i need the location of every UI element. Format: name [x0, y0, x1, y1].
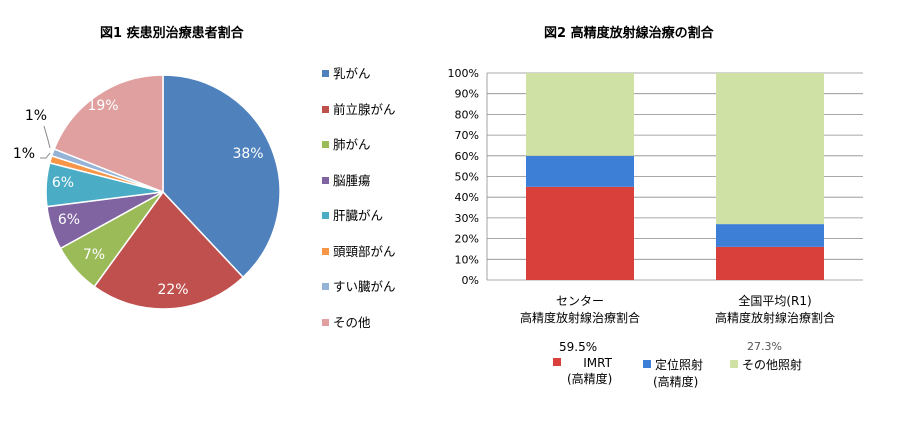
pie-slice-1	[93, 190, 245, 310]
bar-segment-1-0	[716, 246, 824, 280]
pie-data-label-5: 1%	[13, 146, 35, 162]
pie-legend-item-0: 乳がん	[322, 66, 371, 82]
y-tick-label-9: 90%	[455, 88, 479, 101]
bar-legend-imrt: IMRT (高精度)	[553, 356, 612, 387]
pie-data-label-4: 6%	[52, 175, 74, 191]
pie-data-label-3: 6%	[58, 212, 80, 228]
pie-legend-label-4: 肝臓がん	[333, 208, 384, 223]
pie-data-label-6: 1%	[25, 108, 47, 124]
legend-label-stereotactic: 定位照射	[655, 358, 704, 372]
pie-legend-label-5: 頭頸部がん	[333, 243, 396, 259]
pie-slice-7	[53, 74, 164, 194]
legend-swatch-imrt	[553, 358, 562, 366]
legend-label-imrt: IMRT	[583, 356, 612, 370]
y-tick-label-5: 50%	[455, 171, 479, 184]
y-tick-label-4: 40%	[455, 191, 479, 204]
bar-legend-other: その他照射	[730, 356, 802, 373]
pie-legend-swatch-6	[322, 283, 329, 290]
pie-legend-swatch-5	[322, 247, 329, 255]
legend-sublabel-imrt: (高精度)	[567, 372, 613, 386]
pie-legend-label-6: すい臓がん	[333, 279, 396, 294]
pie-legend-label-0: 乳がん	[333, 66, 371, 81]
pie-legend-item-7: その他	[322, 315, 371, 331]
pie-legend-swatch-7	[322, 318, 329, 326]
bar-category-label-national: 全国平均(R1) 高精度放射線治療割合	[714, 294, 835, 325]
pie-legend-item-5: 頭頸部がん	[322, 244, 396, 260]
pie-legend-label-3: 脳腫瘍	[333, 172, 371, 188]
y-tick-label-6: 60%	[455, 150, 479, 163]
legend-sublabel-stereotactic: (高精度)	[653, 375, 699, 389]
annotation-center-percent: 59.5%	[559, 340, 598, 354]
legend-label-other: その他照射	[742, 358, 803, 372]
bar-chart-title: 図2 高精度放射線治療の割合	[544, 26, 714, 41]
leader-line-head-neck	[40, 152, 51, 159]
pie-data-label-0: 38%	[232, 146, 263, 162]
pie-chart: 38% 22% 7% 6% 6% 1% 1% 19%	[13, 74, 281, 310]
y-tick-label-8: 80%	[455, 108, 479, 121]
leader-line-pancreas	[43, 125, 51, 149]
pie-legend-swatch-1	[322, 105, 329, 113]
y-tick-label-7: 70%	[455, 129, 479, 142]
bar-segment-1-2	[716, 73, 824, 225]
pie-legend-item-1: 前立腺がん	[322, 102, 396, 118]
annotation-national-percent: 27.3%	[747, 340, 782, 353]
y-tick-label-10: 100%	[448, 67, 479, 80]
y-tick-label-2: 20%	[455, 233, 479, 246]
legend-swatch-other	[730, 360, 738, 368]
bar-chart: 0% 10% 20% 30% 40% 50% 60% 70% 80% 90% 100%	[448, 67, 863, 287]
legend-swatch-stereotactic	[643, 360, 651, 368]
bar-segment-0-0	[526, 186, 634, 280]
pie-legend-item-3: 脳腫瘍	[322, 173, 371, 189]
pie-legend-swatch-2	[322, 141, 329, 148]
pie-legend-item-2: 肺がん	[322, 137, 371, 153]
bar-category-label-center: センター 高精度放射線治療割合	[519, 294, 640, 325]
pie-legend-label-1: 前立腺がん	[333, 101, 396, 117]
pie-slice-0	[162, 74, 281, 279]
bar-segment-1-1	[716, 224, 824, 247]
y-tick-label-0: 0%	[462, 274, 479, 287]
bar-segment-0-1	[526, 155, 634, 187]
pie-data-label-7: 19%	[87, 98, 118, 114]
bar-segment-0-2	[526, 73, 634, 156]
pie-legend-item-6: すい臓がん	[322, 279, 396, 295]
pie-chart-title: 図1 疾患別治療患者割合	[100, 26, 244, 41]
pie-legend-label-7: その他	[333, 314, 371, 330]
pie-data-label-2: 7%	[83, 247, 105, 263]
bar-legend-stereotactic: 定位照射 (高精度)	[643, 356, 703, 390]
pie-legend-swatch-4	[322, 212, 329, 219]
pie-legend-label-2: 肺がん	[333, 137, 371, 152]
pie-legend-swatch-0	[322, 70, 329, 77]
pie-data-label-1: 22%	[157, 282, 188, 298]
y-tick-label-1: 10%	[455, 253, 479, 266]
pie-legend-item-4: 肝臓がん	[322, 208, 383, 224]
y-tick-label-3: 30%	[455, 212, 479, 225]
pie-legend-swatch-3	[322, 176, 329, 184]
